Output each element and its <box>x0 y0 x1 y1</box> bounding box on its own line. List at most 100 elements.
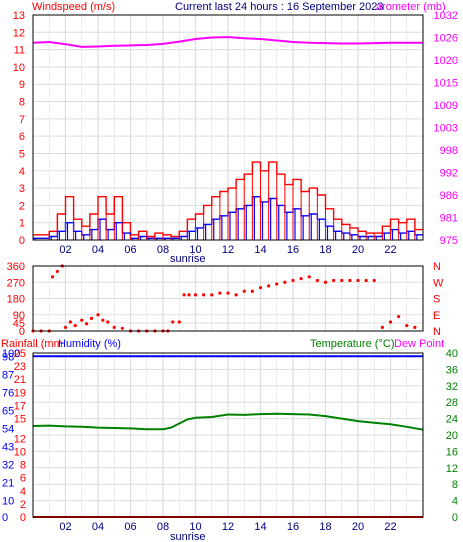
temperature-tick-label: 40 <box>446 348 458 360</box>
barometer-tick-label: 992 <box>440 168 458 180</box>
wind-tick-label: 9 <box>19 79 25 91</box>
direction-point <box>242 289 246 293</box>
direction-point <box>89 316 94 320</box>
direction-point <box>380 325 384 329</box>
hour-tick-label-top: 04 <box>92 244 104 256</box>
dewpoint-axis-title: Dew Point <box>394 338 444 350</box>
rain-tick-label: 6 <box>20 473 26 485</box>
hour-tick-label-bottom: 02 <box>59 521 71 533</box>
barometer-tick-label: 1020 <box>434 55 458 67</box>
cardinal-label: S <box>433 294 440 306</box>
wind-tick-label: 1 <box>19 218 25 230</box>
direction-point <box>275 282 279 286</box>
hour-tick-label-bottom: 18 <box>319 521 331 533</box>
direction-point <box>177 320 181 324</box>
direction-point <box>171 320 175 324</box>
humidity-tick-label: 76 <box>2 387 14 399</box>
direction-point <box>348 278 352 283</box>
direction-point <box>210 293 214 297</box>
direction-point <box>372 278 376 283</box>
temperature-series <box>32 412 424 431</box>
hour-tick-label-bottom: 14 <box>254 521 266 533</box>
humidity-tick-label: 32 <box>2 460 14 472</box>
wind-tick-label: 7 <box>19 114 25 126</box>
rain-tick-label: 25 <box>14 348 26 360</box>
wind-tick-label: 13 <box>13 10 25 22</box>
hour-tick-label-top: 08 <box>157 244 169 256</box>
direction-point <box>187 293 191 297</box>
wind-tick-label: 6 <box>19 131 25 143</box>
barometer-series <box>32 36 423 48</box>
rain-tick-label: 19 <box>14 387 26 399</box>
direction-tick-label: 270 <box>7 277 25 289</box>
rain-tick-label: 23 <box>14 361 26 373</box>
direction-point <box>397 314 401 319</box>
hour-tick-label-bottom: 22 <box>384 521 396 533</box>
direction-tick-label: 45 <box>13 318 25 330</box>
humidity-tick-label: 98 <box>2 351 14 363</box>
direction-point <box>364 278 368 283</box>
rain-tick-label: 4 <box>20 486 26 498</box>
direction-point <box>315 278 319 283</box>
hour-tick-label-bottom: 20 <box>352 521 364 533</box>
rain-tick-label: 12 <box>14 433 26 445</box>
humidity-tick-label: 87 <box>2 369 14 381</box>
direction-point <box>106 320 110 324</box>
wind-tick-label: 2 <box>19 200 25 212</box>
rain-tick-label: 17 <box>14 400 26 412</box>
cardinal-label: N <box>433 326 441 338</box>
wind-tick-label: 0 <box>19 235 25 247</box>
panel-frame-1 <box>32 265 424 332</box>
humidity-tick-label: 65 <box>2 405 14 417</box>
temperature-tick-label: 0 <box>452 512 458 524</box>
cardinal-label: E <box>433 310 440 322</box>
barometer-tick-label: 1009 <box>434 100 458 112</box>
hour-tick-label-top: 02 <box>59 244 71 256</box>
panel-frame-0 <box>32 14 424 241</box>
direction-tick-label: 90 <box>13 310 25 322</box>
cardinal-label: W <box>433 277 444 289</box>
humidity-tick-label: 54 <box>2 423 14 435</box>
direction-point <box>267 284 271 288</box>
direction-point <box>323 280 328 284</box>
barometer-tick-label: 986 <box>440 190 458 202</box>
rain-tick-label: 10 <box>14 446 26 458</box>
rainfall-axis-title: Rainfall (mm <box>1 338 63 350</box>
rain-tick-label: 2 <box>20 499 26 511</box>
hour-tick-label-bottom: 10 <box>189 521 201 533</box>
direction-point <box>283 280 287 284</box>
direction-point <box>405 323 409 328</box>
barometer-tick-label: 1015 <box>434 78 458 90</box>
direction-point <box>73 323 77 328</box>
hour-tick-label-top: 12 <box>222 244 234 256</box>
direction-point <box>96 313 100 317</box>
direction-point <box>193 293 198 297</box>
hour-tick-label-bottom: 06 <box>124 521 136 533</box>
hour-tick-label-bottom: 08 <box>157 521 169 533</box>
wind-tick-label: 3 <box>19 183 25 195</box>
barometer-tick-label: 1003 <box>434 123 458 135</box>
direction-point <box>340 278 344 283</box>
hour-tick-label-top: 22 <box>384 244 396 256</box>
direction-point <box>85 322 89 326</box>
temperature-tick-label: 36 <box>446 364 458 376</box>
hour-tick-label-bottom: 12 <box>222 521 234 533</box>
hour-tick-label-top: 10 <box>189 244 201 256</box>
direction-point <box>356 278 360 283</box>
sunrise-label-top: sunrise <box>170 253 205 265</box>
direction-point <box>50 275 55 279</box>
humidity-tick-label: 0 <box>2 512 8 524</box>
wind-tick-label: 8 <box>19 97 25 109</box>
barometer-tick-label: 981 <box>440 213 458 225</box>
sunrise-label-bottom: sunrise <box>170 531 205 542</box>
cardinal-label: N <box>433 261 441 273</box>
barometer-tick-label: 1032 <box>434 10 458 22</box>
temperature-tick-label: 24 <box>446 414 458 426</box>
direction-point <box>332 278 336 283</box>
direction-point <box>182 293 186 297</box>
barometer-tick-label: 1026 <box>434 33 458 45</box>
hour-tick-label-top: 14 <box>254 244 266 256</box>
windspeed-axis-title: Windspeed (m/s) <box>32 1 115 13</box>
